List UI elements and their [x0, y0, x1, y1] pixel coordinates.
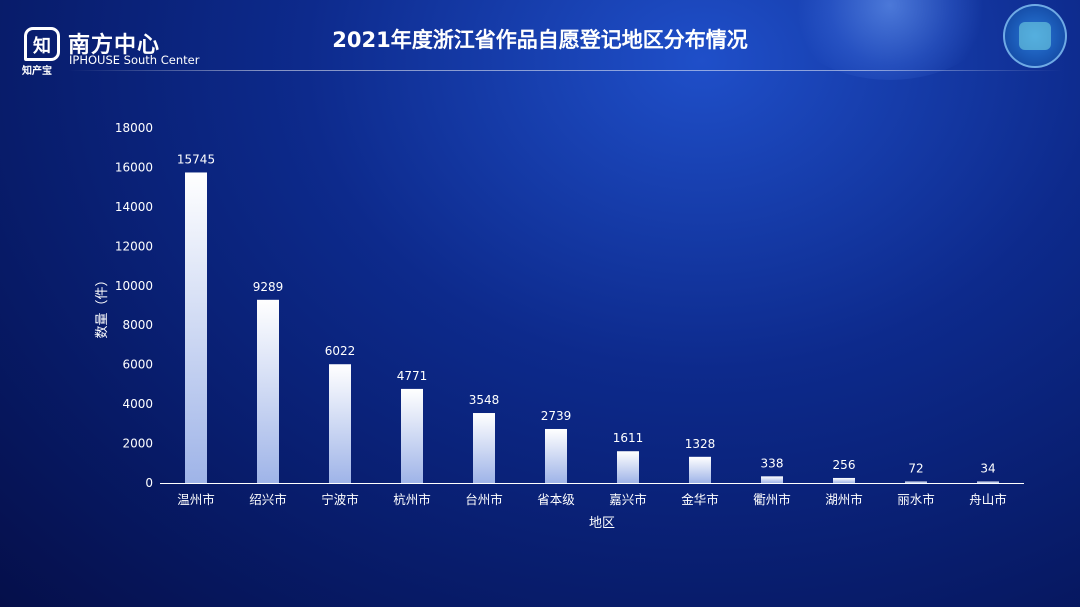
bar [401, 388, 423, 483]
chart-title: 2021年度浙江省作品自愿登记地区分布情况 [332, 28, 748, 52]
data-label: 15745 [177, 152, 215, 166]
bar [977, 481, 999, 483]
y-tick-label: 14000 [115, 200, 153, 214]
bar [257, 299, 279, 483]
x-tick-label: 温州市 [177, 492, 215, 507]
header-divider [68, 70, 1063, 71]
brand-name-cn: 南方中心 [68, 33, 161, 58]
bar [761, 476, 783, 483]
data-label: 338 [761, 456, 784, 470]
data-label: 2739 [541, 409, 572, 423]
data-label: 6022 [325, 344, 356, 358]
badge-inner-icon [1019, 22, 1051, 50]
y-tick-label: 0 [145, 476, 153, 490]
x-tick-label: 丽水市 [897, 492, 935, 507]
y-tick-label: 6000 [122, 358, 153, 372]
logo-subtitle: 知产宝 [22, 66, 52, 77]
data-label: 72 [908, 462, 923, 476]
logo-icon: 知 [24, 27, 60, 61]
x-tick-label: 嘉兴市 [609, 492, 647, 507]
badge-emblem-icon [1003, 4, 1067, 68]
y-tick-label: 10000 [115, 279, 153, 293]
bar [185, 172, 207, 483]
brand-name-en: IPHOUSE South Center [69, 53, 200, 67]
data-label: 4771 [397, 369, 428, 383]
bar [329, 364, 351, 483]
y-tick-label: 18000 [115, 121, 153, 135]
x-tick-label: 杭州市 [393, 492, 431, 507]
bar [617, 451, 639, 483]
x-tick-label: 台州市 [465, 492, 503, 507]
x-axis-title: 地区 [589, 516, 615, 531]
y-tick-label: 4000 [122, 397, 153, 411]
x-tick-label: 舟山市 [969, 492, 1007, 507]
data-label: 34 [980, 462, 995, 476]
y-tick-label: 12000 [115, 239, 153, 253]
data-label: 3548 [469, 393, 500, 407]
x-tick-label: 金华市 [681, 492, 719, 507]
y-tick-label: 16000 [115, 160, 153, 174]
y-tick-label: 2000 [122, 437, 153, 451]
data-label: 1328 [685, 437, 716, 451]
bar [473, 413, 495, 483]
y-axis-title: 数量（件） [95, 273, 110, 338]
x-tick-label: 湖州市 [825, 492, 863, 507]
bar [833, 477, 855, 483]
bar [545, 428, 567, 483]
y-tick-label: 8000 [122, 318, 153, 332]
x-tick-label: 宁波市 [321, 492, 359, 507]
data-label: 256 [833, 458, 856, 472]
data-label: 1611 [613, 431, 644, 445]
x-tick-label: 省本级 [537, 492, 575, 507]
x-tick-label: 衢州市 [753, 492, 791, 507]
data-label: 9289 [253, 280, 284, 294]
x-tick-label: 绍兴市 [249, 492, 287, 507]
bar [689, 456, 711, 483]
bar [905, 481, 927, 483]
